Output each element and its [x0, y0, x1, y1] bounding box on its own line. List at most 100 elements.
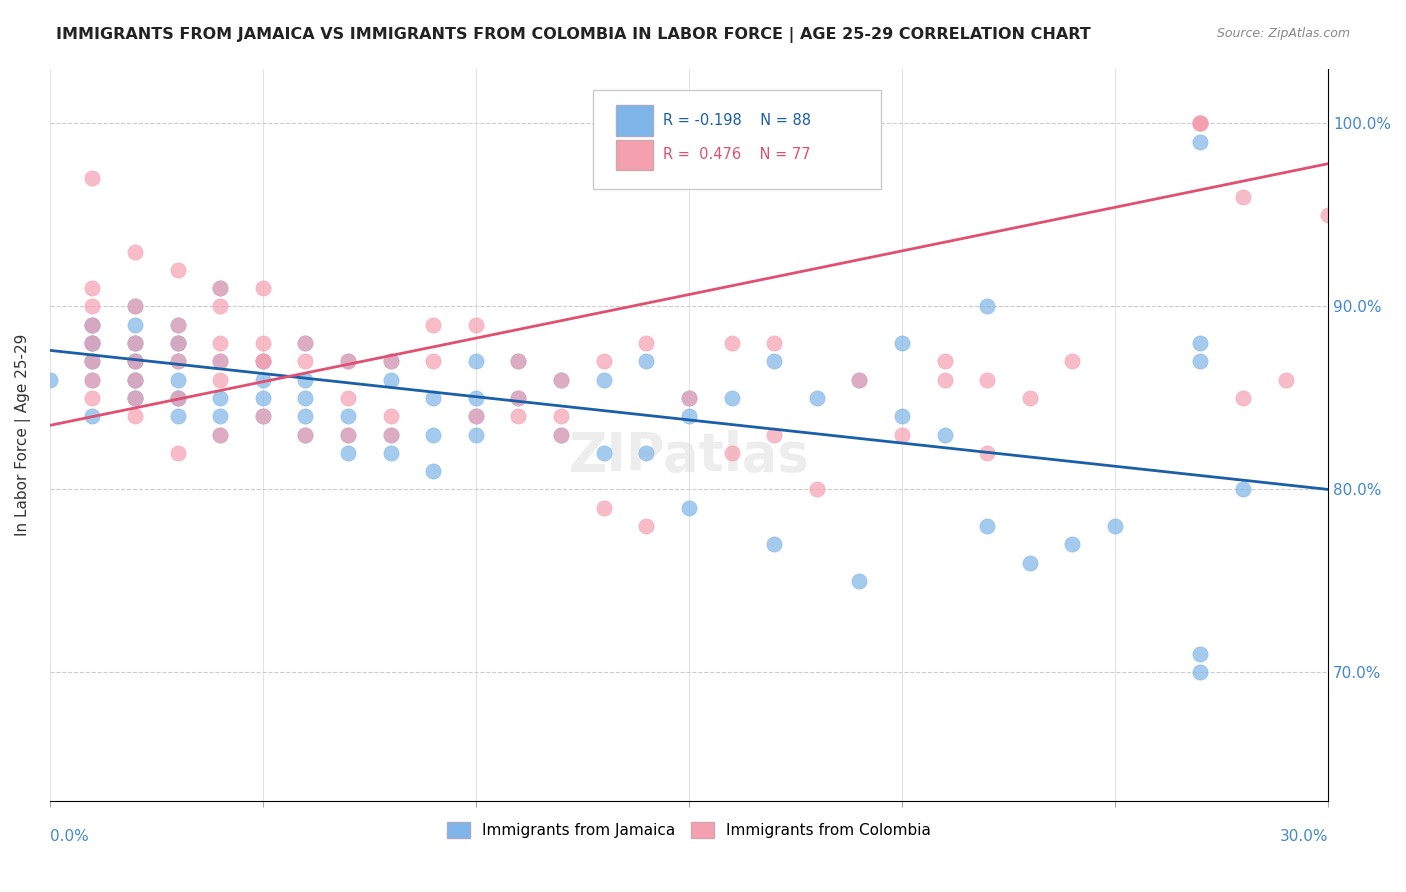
Point [678, 500, 700, 515]
Point [763, 427, 786, 442]
Point [1189, 116, 1212, 130]
Point [209, 300, 232, 314]
Point [82, 300, 104, 314]
Point [337, 427, 360, 442]
Point [82, 318, 104, 332]
Point [166, 336, 188, 351]
Point [82, 354, 104, 368]
Point [636, 354, 658, 368]
Point [337, 354, 360, 368]
Point [720, 446, 742, 460]
Point [337, 354, 360, 368]
Point [592, 373, 614, 387]
Point [82, 171, 104, 186]
Point [209, 427, 232, 442]
Point [82, 336, 104, 351]
Point [1062, 354, 1084, 368]
Point [508, 354, 530, 368]
Point [124, 300, 146, 314]
Point [464, 318, 486, 332]
Point [209, 427, 232, 442]
Point [1189, 135, 1212, 149]
Text: R =  0.476    N = 77: R = 0.476 N = 77 [664, 147, 811, 162]
Point [422, 354, 444, 368]
Point [252, 409, 274, 424]
FancyBboxPatch shape [616, 105, 654, 136]
Point [82, 354, 104, 368]
Point [636, 446, 658, 460]
Point [124, 354, 146, 368]
Point [124, 409, 146, 424]
Point [252, 409, 274, 424]
Point [1189, 354, 1212, 368]
Point [82, 281, 104, 295]
Point [508, 391, 530, 405]
Point [166, 409, 188, 424]
Point [294, 427, 316, 442]
Point [763, 354, 786, 368]
Point [124, 336, 146, 351]
Point [891, 336, 914, 351]
Point [209, 336, 232, 351]
Point [294, 373, 316, 387]
Point [82, 391, 104, 405]
Y-axis label: In Labor Force | Age 25-29: In Labor Force | Age 25-29 [15, 334, 31, 536]
Point [166, 354, 188, 368]
Point [252, 373, 274, 387]
Point [252, 354, 274, 368]
Point [976, 300, 998, 314]
Point [166, 391, 188, 405]
Point [209, 391, 232, 405]
Point [380, 427, 402, 442]
Text: ZIPatlas: ZIPatlas [568, 431, 810, 483]
Point [422, 318, 444, 332]
Point [976, 519, 998, 533]
Point [1274, 373, 1296, 387]
Point [294, 354, 316, 368]
Point [763, 537, 786, 551]
Point [1189, 647, 1212, 661]
Point [82, 373, 104, 387]
Text: 0.0%: 0.0% [49, 829, 89, 844]
Point [550, 427, 572, 442]
Point [166, 336, 188, 351]
Point [294, 427, 316, 442]
Point [209, 373, 232, 387]
Point [82, 336, 104, 351]
Point [38, 373, 60, 387]
Point [337, 391, 360, 405]
Point [976, 373, 998, 387]
Point [508, 391, 530, 405]
Point [464, 409, 486, 424]
Point [166, 262, 188, 277]
Point [636, 519, 658, 533]
Point [934, 373, 956, 387]
Text: IMMIGRANTS FROM JAMAICA VS IMMIGRANTS FROM COLOMBIA IN LABOR FORCE | AGE 25-29 C: IMMIGRANTS FROM JAMAICA VS IMMIGRANTS FR… [56, 27, 1091, 43]
Point [380, 354, 402, 368]
Point [82, 318, 104, 332]
Point [550, 409, 572, 424]
Point [166, 318, 188, 332]
Point [252, 281, 274, 295]
Point [550, 373, 572, 387]
Point [166, 336, 188, 351]
Point [166, 446, 188, 460]
Legend: Immigrants from Jamaica, Immigrants from Colombia: Immigrants from Jamaica, Immigrants from… [441, 816, 936, 844]
Point [209, 409, 232, 424]
Point [294, 391, 316, 405]
Point [976, 446, 998, 460]
Point [124, 318, 146, 332]
Point [1232, 391, 1254, 405]
Point [294, 336, 316, 351]
Text: 30.0%: 30.0% [1279, 829, 1329, 844]
Point [1189, 116, 1212, 130]
Point [592, 354, 614, 368]
Point [380, 354, 402, 368]
Point [209, 281, 232, 295]
Point [806, 391, 828, 405]
Point [124, 336, 146, 351]
Point [166, 318, 188, 332]
Point [464, 427, 486, 442]
Point [508, 409, 530, 424]
Point [934, 354, 956, 368]
